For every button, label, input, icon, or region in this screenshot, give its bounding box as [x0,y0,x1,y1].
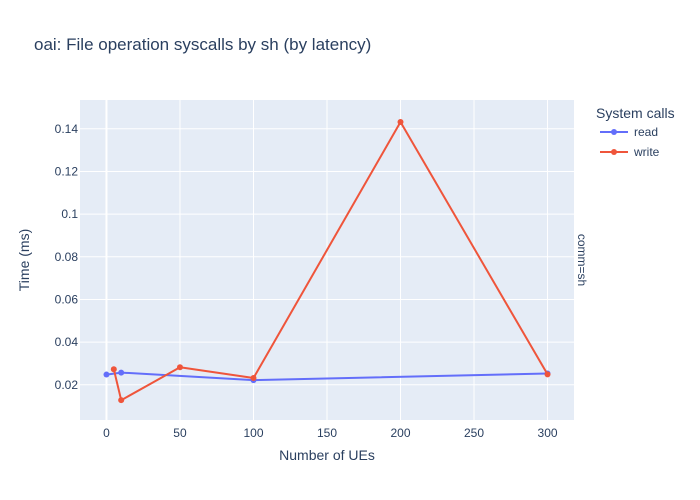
y-tick-label: 0.14 [55,122,79,136]
facet-label: comm=sh [575,234,589,286]
legend-label: read [634,125,658,139]
y-tick-label: 0.1 [61,207,78,221]
legend-label: write [633,145,660,159]
y-tick-label: 0.12 [55,164,79,178]
x-tick-label: 250 [464,426,484,440]
series-line-write [112,121,549,402]
chart-title: oai: File operation syscalls by sh (by l… [34,35,371,54]
y-axis-title: Time (ms) [16,229,32,291]
point-read[interactable] [103,371,110,378]
point-write[interactable] [176,364,183,371]
legend-item-read[interactable]: read [600,125,658,139]
series-layer [103,118,551,404]
y-axis-ticks: 0.02 0.04 0.06 0.08 0.1 0.12 0.14 [55,122,79,392]
legend[interactable]: System calls read write [596,105,675,159]
x-tick-label: 100 [243,426,263,440]
x-axis-title: Number of UEs [279,447,375,463]
y-tick-label: 0.06 [55,292,79,306]
legend-swatch-marker [611,149,617,155]
point-write[interactable] [110,366,117,373]
legend-item-write[interactable]: write [600,145,660,159]
point-write[interactable] [250,374,257,381]
x-tick-label: 150 [317,426,337,440]
point-write[interactable] [397,118,404,125]
point-write[interactable] [118,397,125,404]
legend-swatch-marker [611,129,617,135]
x-tick-label: 300 [538,426,558,440]
x-tick-label: 200 [390,426,410,440]
x-axis-ticks: 0 50 100 150 200 250 300 [103,426,558,440]
x-tick-label: 0 [103,426,110,440]
x-tick-label: 50 [173,426,187,440]
point-write[interactable] [544,371,551,378]
point-read[interactable] [118,369,125,376]
y-tick-label: 0.04 [55,335,79,349]
y-tick-label: 0.02 [55,378,79,392]
legend-title: System calls [596,105,675,121]
y-tick-label: 0.08 [55,250,79,264]
gridlines [80,100,574,420]
